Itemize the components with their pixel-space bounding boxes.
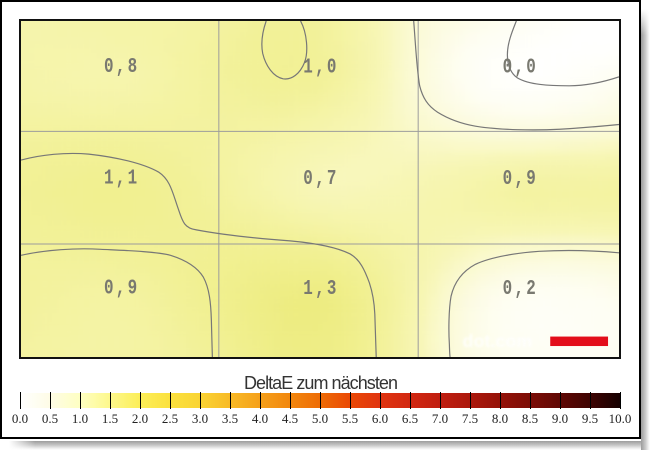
svg-text:1,3: 1,3 xyxy=(303,277,338,301)
svg-text:dot.com: dot.com xyxy=(463,331,533,351)
svg-text:0,8: 0,8 xyxy=(104,55,139,79)
svg-text:0,2: 0,2 xyxy=(503,277,538,301)
svg-text:0,9: 0,9 xyxy=(104,277,139,301)
svg-text:1,0: 1,0 xyxy=(303,55,338,79)
svg-text:1,1: 1,1 xyxy=(104,167,139,191)
svg-text:0,9: 0,9 xyxy=(503,167,538,191)
svg-text:0,7: 0,7 xyxy=(303,167,338,191)
svg-text:0,0: 0,0 xyxy=(503,55,538,79)
